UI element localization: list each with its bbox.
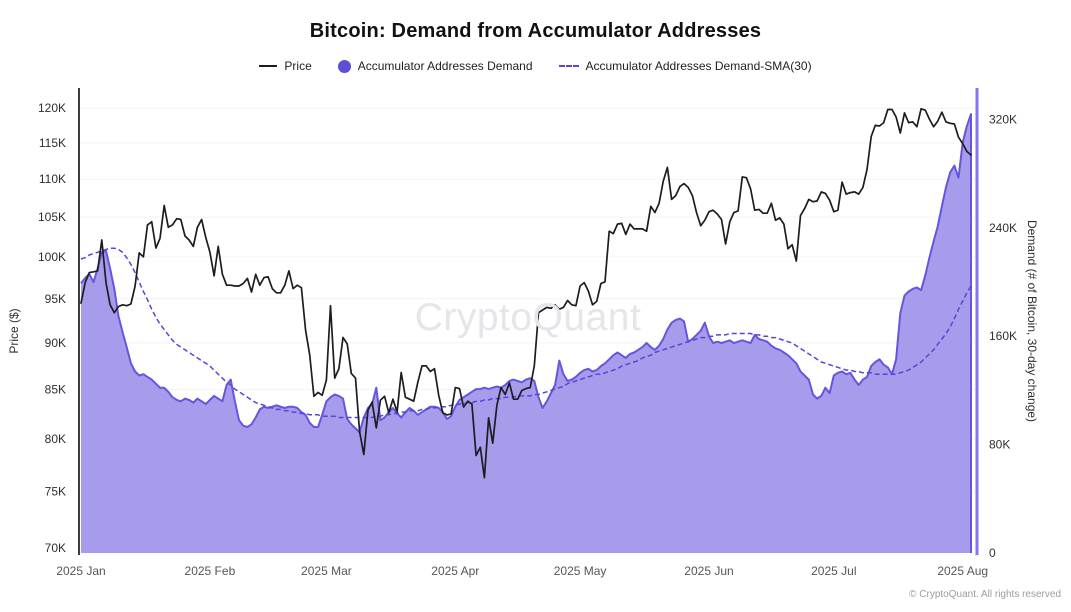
copyright-text: © CryptoQuant. All rights reserved: [909, 589, 1061, 600]
svg-text:110K: 110K: [39, 172, 66, 186]
svg-text:70K: 70K: [45, 541, 66, 555]
svg-text:2025 May: 2025 May: [554, 564, 607, 578]
svg-text:2025 Mar: 2025 Mar: [301, 564, 352, 578]
svg-text:2025 Feb: 2025 Feb: [185, 564, 236, 578]
left-axis-title: Price ($): [7, 308, 21, 354]
legend-item-demand-sma[interactable]: Accumulator Addresses Demand-SMA(30): [558, 59, 812, 73]
svg-text:160K: 160K: [989, 329, 1017, 343]
svg-text:2025 Aug: 2025 Aug: [937, 564, 988, 578]
svg-text:2025 Apr: 2025 Apr: [431, 564, 479, 578]
svg-text:240K: 240K: [989, 221, 1017, 235]
sma-dash-swatch: [558, 65, 579, 67]
svg-text:80K: 80K: [45, 432, 66, 446]
svg-text:2025 Jan: 2025 Jan: [56, 564, 105, 578]
svg-text:75K: 75K: [45, 485, 66, 499]
legend-label-demand-sma: Accumulator Addresses Demand-SMA(30): [585, 59, 812, 73]
svg-text:95K: 95K: [45, 292, 66, 306]
legend-item-demand[interactable]: Accumulator Addresses Demand: [337, 59, 533, 73]
svg-text:105K: 105K: [38, 210, 66, 224]
legend: Price Accumulator Addresses Demand Accum…: [0, 59, 1071, 73]
right-axis-title: Demand (# of Bitcoin, 30-day change): [1025, 219, 1039, 423]
svg-text:85K: 85K: [45, 383, 66, 397]
svg-text:90K: 90K: [45, 336, 66, 350]
price-line-swatch: [259, 65, 278, 67]
svg-text:115K: 115K: [39, 136, 66, 150]
svg-text:2025 Jun: 2025 Jun: [684, 564, 733, 578]
demand-dot-swatch: [337, 59, 351, 73]
svg-text:2025 Jul: 2025 Jul: [811, 564, 856, 578]
legend-label-demand: Accumulator Addresses Demand: [357, 59, 533, 73]
chart-title: Bitcoin: Demand from Accumulator Address…: [309, 20, 762, 42]
svg-text:100K: 100K: [38, 250, 66, 264]
svg-text:0: 0: [989, 546, 996, 560]
svg-text:80K: 80K: [989, 438, 1010, 452]
legend-item-price[interactable]: Price: [259, 59, 312, 73]
svg-text:120K: 120K: [38, 101, 66, 115]
legend-label-price: Price: [284, 59, 312, 73]
svg-text:320K: 320K: [989, 113, 1017, 127]
